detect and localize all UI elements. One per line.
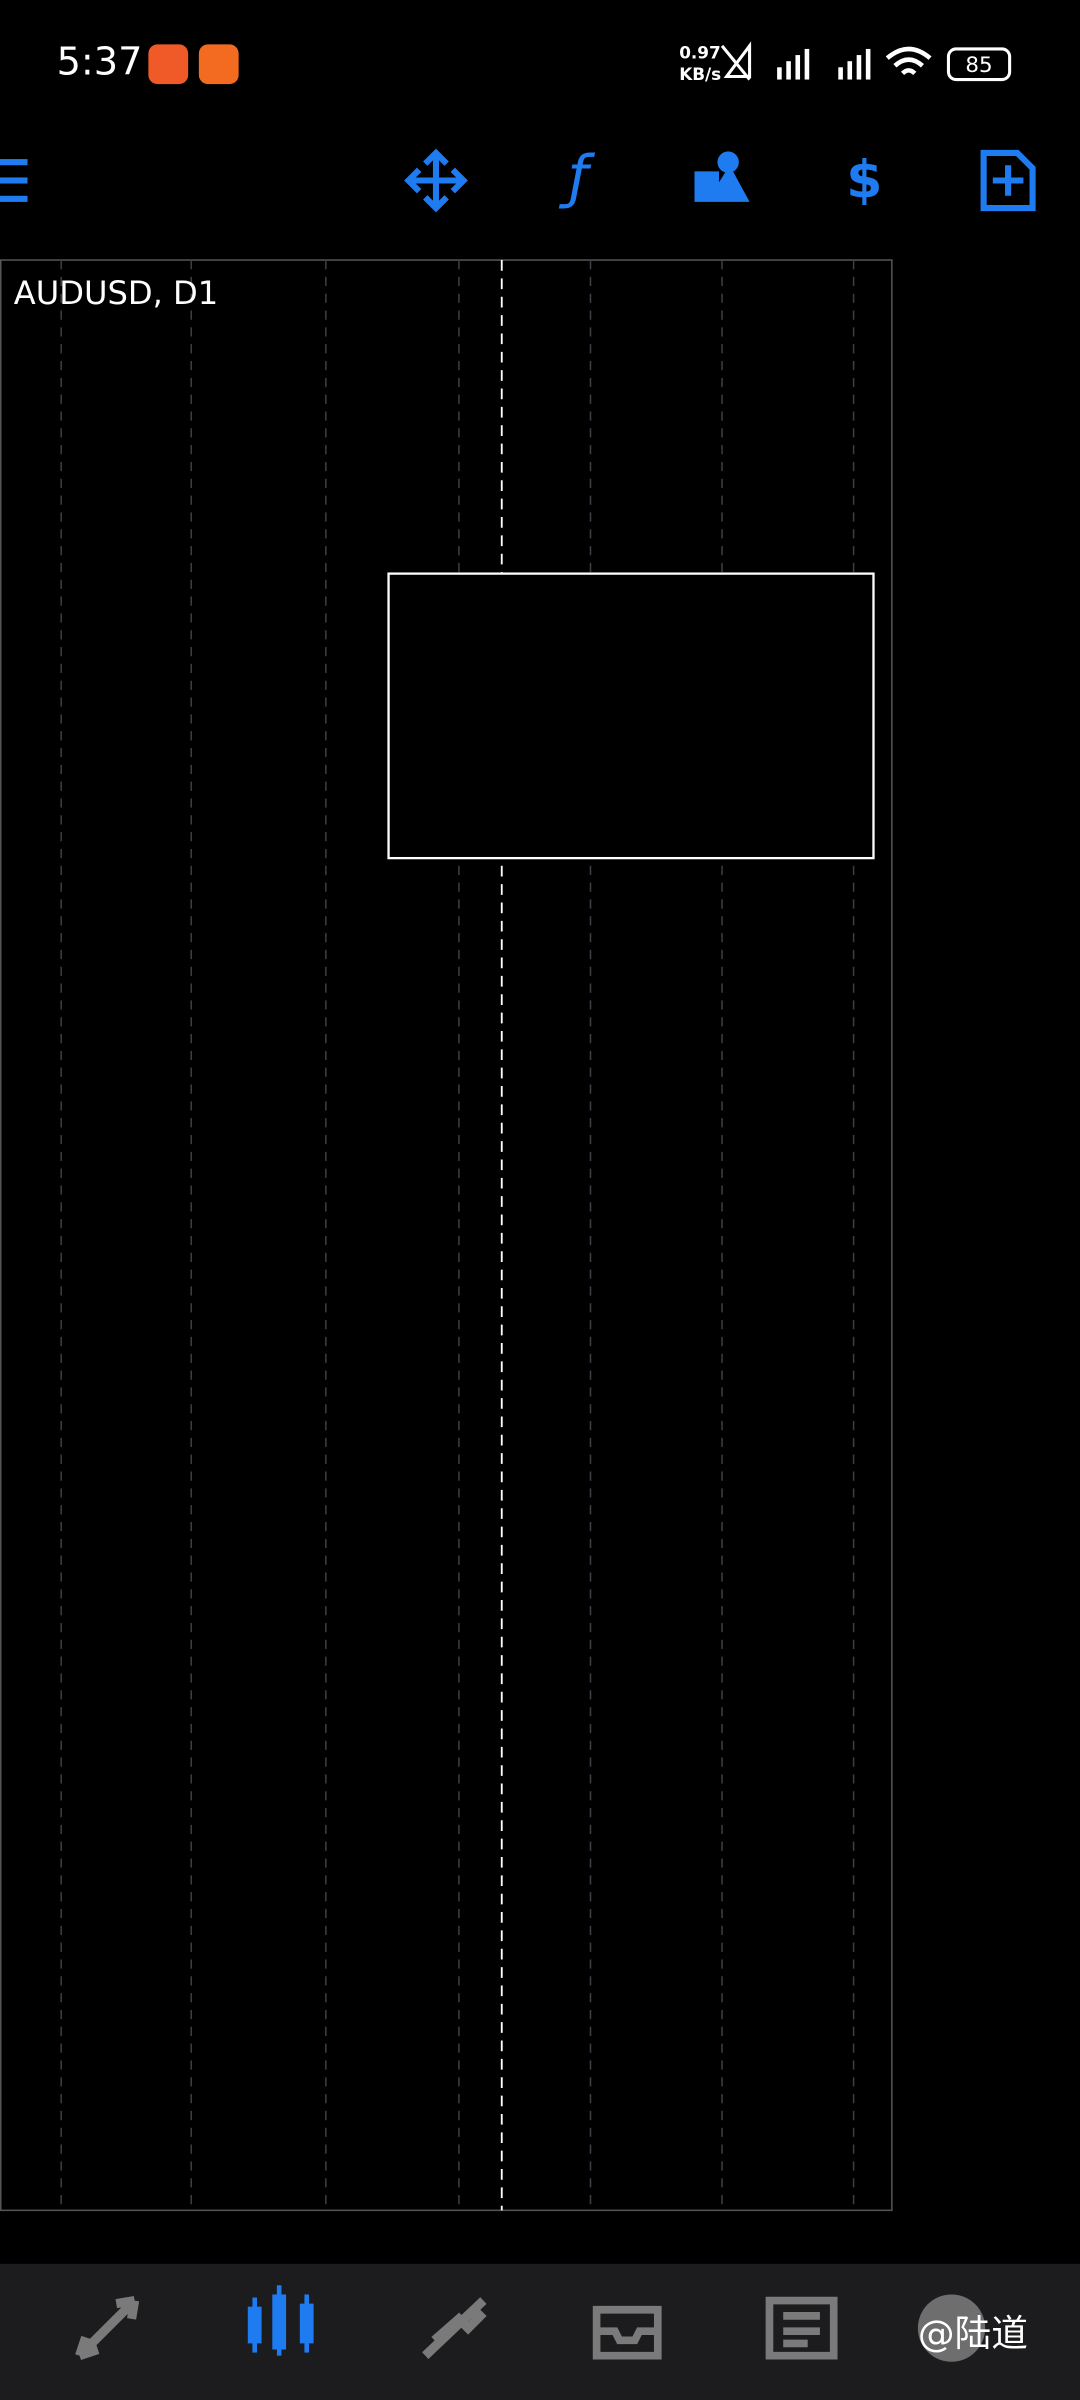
new-order-button[interactable] (980, 149, 1036, 212)
battery-level: 85 (965, 53, 992, 78)
chart-title: AUDUSD, D1 (14, 274, 218, 312)
app-icon (198, 44, 239, 85)
objects-button[interactable] (694, 165, 750, 202)
status-time: 5:37 (57, 41, 143, 85)
signal-icon (838, 48, 871, 80)
data-window (387, 572, 875, 860)
app-icon (148, 44, 189, 85)
nav-quotes[interactable] (75, 2296, 140, 2360)
objects-button-dot (717, 151, 739, 173)
battery-icon (946, 47, 1012, 82)
chart-frame (0, 259, 893, 2212)
nav-trade[interactable] (422, 2297, 487, 2359)
nav-history[interactable] (592, 2305, 662, 2360)
net-speed: 0.97 (679, 43, 720, 63)
mute-icon (720, 41, 752, 81)
nav-news[interactable] (765, 2296, 838, 2360)
crosshair-button[interactable] (404, 148, 468, 213)
trade-button[interactable]: $ (846, 151, 882, 211)
bottom-nav (0, 2263, 1080, 2400)
watermark: @陆道 (918, 2312, 1028, 2355)
signal-icon (777, 48, 810, 80)
wifi-icon (885, 46, 932, 76)
nav-settings[interactable] (917, 2294, 986, 2362)
menu-button[interactable] (0, 159, 28, 202)
nav-chart[interactable] (247, 2285, 314, 2356)
net-unit: KB/s (679, 64, 721, 84)
